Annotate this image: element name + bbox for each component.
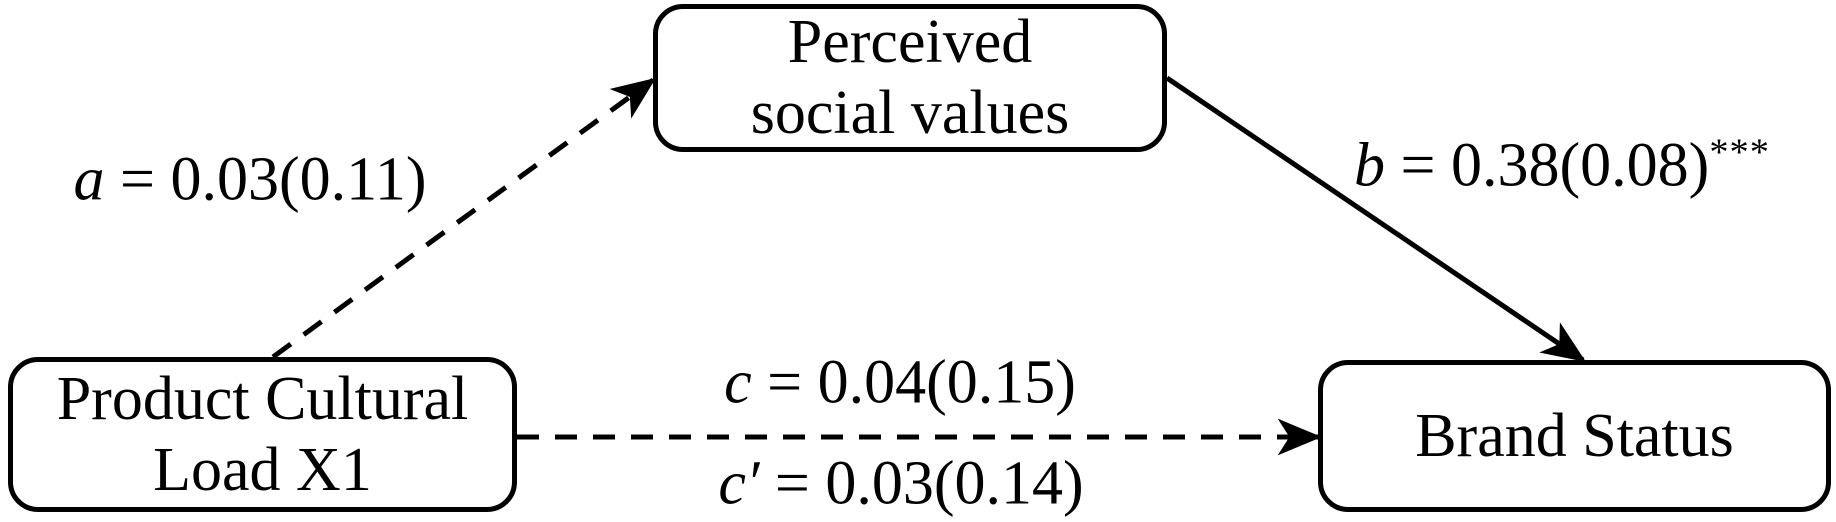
- path-c-value: = 0.04(0.15): [751, 348, 1076, 417]
- path-b-arrow: [1165, 75, 1587, 363]
- path-c-prime-value: = 0.03(0.14): [759, 449, 1084, 518]
- path-a-value: = 0.03(0.11): [104, 145, 427, 214]
- path-b-variable: b: [1354, 131, 1386, 200]
- node-product-cultural-load: Product Cultural Load X1: [8, 357, 517, 512]
- node-perceived-social-values: Perceived social values: [653, 4, 1167, 152]
- path-a-arrow: [271, 77, 656, 360]
- path-a-variable: a: [73, 145, 105, 214]
- path-a-coefficient-label: a = 0.03(0.11): [74, 145, 427, 216]
- path-b-significance: ***: [1709, 131, 1770, 174]
- node-label-line: Load X1: [153, 435, 372, 504]
- node-brand-status: Brand Status: [1318, 360, 1831, 512]
- node-label-line: Brand Status: [1415, 401, 1734, 470]
- path-c-prime-coefficient-label: c′ = 0.03(0.14): [718, 449, 1083, 520]
- path-c-prime-variable: c′: [718, 449, 760, 518]
- path-b-coefficient-label: b = 0.38(0.08)***: [1354, 130, 1770, 201]
- node-label-line: Product Cultural: [56, 364, 469, 433]
- node-label-line: Perceived: [787, 8, 1033, 77]
- path-c-variable: c: [724, 348, 752, 417]
- path-c-coefficient-label: c = 0.04(0.15): [724, 348, 1076, 419]
- path-b-value: = 0.38(0.08): [1385, 131, 1710, 200]
- node-label-line: social values: [750, 79, 1070, 147]
